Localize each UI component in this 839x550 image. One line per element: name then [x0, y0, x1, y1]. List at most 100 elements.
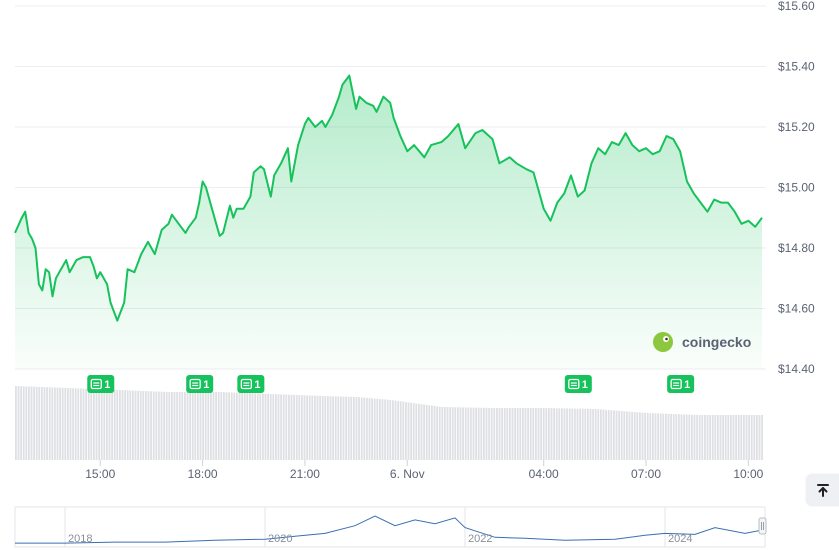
volume-bar [171, 392, 173, 460]
event-count: 1 [582, 379, 588, 391]
event-badge[interactable]: 1 [186, 375, 214, 393]
volume-bar [113, 389, 116, 460]
volume-bar [431, 405, 433, 460]
volume-bar [199, 392, 202, 460]
volume-bar [483, 407, 485, 460]
volume-bar [574, 408, 576, 460]
news-icon [240, 378, 253, 390]
volume-bar [566, 408, 568, 460]
event-badge[interactable]: 1 [237, 375, 265, 393]
event-count: 1 [684, 379, 690, 391]
volume-bar [184, 392, 186, 460]
navigator[interactable]: 2018 2020 2022 2024 [14, 506, 767, 548]
volume-bar [56, 387, 59, 460]
volume-bar [155, 391, 158, 460]
volume-bar [415, 403, 418, 460]
volume-bar [178, 392, 181, 460]
volume-bar [610, 410, 613, 460]
volume-bar [579, 408, 581, 460]
news-icon [568, 378, 580, 390]
volume-bar [173, 392, 176, 460]
volume-bar [571, 408, 574, 460]
volume-bar [678, 414, 680, 460]
volume-bar [379, 399, 381, 460]
volume-bar [462, 407, 464, 460]
volume-bar [353, 396, 355, 460]
volume-bar [165, 391, 168, 460]
volume-bar [524, 408, 527, 460]
volume-bar [160, 391, 163, 460]
volume-bar [285, 394, 288, 460]
volume-bar [389, 399, 392, 460]
volume-bar [553, 408, 555, 460]
volume-bar [555, 408, 558, 460]
event-badge[interactable]: 1 [564, 375, 592, 393]
volume-bar [384, 399, 386, 460]
volume-bar [225, 392, 228, 460]
volume-bar [399, 401, 402, 460]
x-tick-label: 21:00 [290, 467, 320, 481]
y-axis-ticks: $15.60 $15.40 $15.20 $15.00 $14.80 $14.60 $14.… [778, 0, 815, 376]
volume-bar [615, 410, 618, 460]
volume-bar [25, 386, 28, 460]
volume-bar [41, 387, 43, 460]
volume-bar [67, 388, 69, 460]
volume-bar [46, 387, 48, 460]
y-tick-label: $14.80 [778, 241, 815, 255]
volume-bar [548, 408, 550, 460]
volume-bar [210, 392, 212, 460]
price-line[interactable] [14, 74, 763, 322]
volume-bar [587, 408, 589, 460]
volume-bar [386, 399, 389, 460]
volume-bar [233, 392, 236, 460]
volume-bar [134, 390, 137, 460]
volume-bar [480, 407, 483, 460]
volume-bar [48, 387, 51, 460]
volume-bar [394, 400, 397, 460]
volume-bar [301, 395, 303, 460]
volume-bar [54, 387, 56, 460]
volume-bar [197, 392, 199, 460]
volume-bar [576, 408, 579, 460]
volume-bar [223, 392, 225, 460]
volume-bar [470, 407, 472, 460]
volume-bar [410, 402, 412, 460]
y-tick-label: $15.20 [778, 120, 815, 134]
volume-bar [176, 392, 178, 460]
volume-bar [667, 413, 670, 460]
volume-bar [493, 408, 496, 460]
volume-bar [472, 407, 475, 460]
volume-bar [220, 392, 223, 460]
volume-bar [537, 408, 540, 460]
volume-bar [246, 393, 249, 460]
event-markers[interactable]: 1 1 1 1 1 [87, 375, 695, 393]
volume-bar [204, 392, 207, 460]
gecko-logo-icon [653, 332, 673, 352]
scroll-to-top-button[interactable] [806, 474, 839, 506]
volume-bar [485, 407, 488, 460]
y-tick-label: $14.40 [778, 362, 815, 376]
event-badge[interactable]: 1 [667, 375, 695, 393]
event-badge[interactable]: 1 [87, 375, 115, 393]
volume-bar [449, 407, 451, 460]
volume-bar [594, 408, 597, 460]
volume-bar [147, 391, 150, 460]
volume-bar [714, 415, 717, 460]
volume-bar [381, 399, 384, 460]
volume-bar [392, 400, 394, 460]
volume-bar [124, 390, 126, 460]
volume-bar [688, 414, 691, 460]
navigator-handle[interactable] [758, 517, 767, 535]
volume-bar [584, 408, 587, 460]
volume-bar [659, 413, 662, 460]
x-tick-label: 04:00 [529, 467, 559, 481]
volume-bar [623, 411, 626, 460]
volume-bar [758, 415, 761, 460]
volume-bar [511, 408, 514, 460]
volume-bar [745, 415, 748, 460]
volume-bar [137, 390, 139, 460]
volume-bar [418, 403, 420, 460]
volume-bar [288, 394, 290, 460]
volume-bar [373, 398, 376, 460]
x-tick-label: 18:00 [188, 467, 218, 481]
